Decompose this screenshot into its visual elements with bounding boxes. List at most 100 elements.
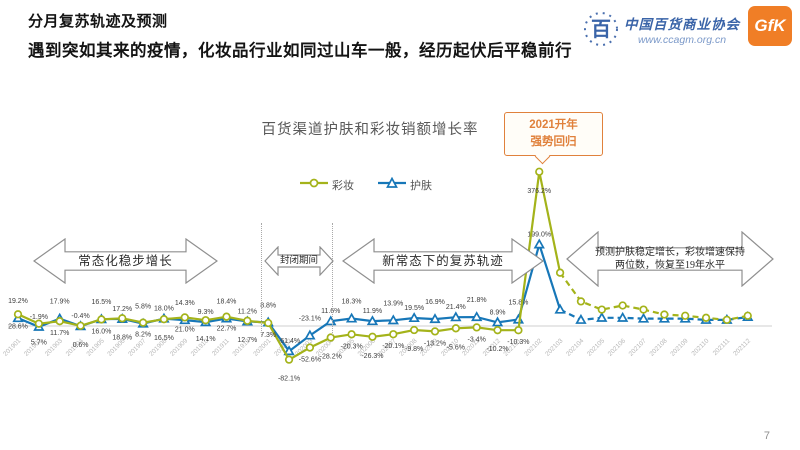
arrow-new-normal-recovery: 新常态下的复苏轨迹 bbox=[342, 238, 544, 284]
svg-text:-10.3%: -10.3% bbox=[507, 339, 529, 346]
svg-text:14.3%: 14.3% bbox=[175, 300, 195, 307]
svg-text:16.5%: 16.5% bbox=[154, 335, 174, 342]
svg-text:21.8%: 21.8% bbox=[467, 297, 487, 304]
chart-title: 百货渠道护肤和彩妆销额增长率 bbox=[261, 122, 479, 138]
svg-text:-82.1%: -82.1% bbox=[278, 376, 300, 383]
svg-text:17.2%: 17.2% bbox=[112, 306, 132, 313]
svg-text:18.3%: 18.3% bbox=[342, 298, 362, 305]
svg-text:16.9%: 16.9% bbox=[425, 299, 445, 306]
legend-item-skincare: 护肤 bbox=[378, 176, 432, 194]
svg-text:-5.6%: -5.6% bbox=[447, 344, 465, 351]
page-number: 7 bbox=[763, 430, 770, 442]
svg-text:-52.6%: -52.6% bbox=[299, 357, 321, 364]
svg-text:19.5%: 19.5% bbox=[404, 305, 424, 312]
svg-text:201903: 201903 bbox=[44, 337, 65, 358]
svg-text:11.7%: 11.7% bbox=[50, 330, 69, 337]
svg-text:-23.1%: -23.1% bbox=[299, 315, 321, 322]
svg-text:199.0%: 199.0% bbox=[527, 231, 551, 238]
svg-text:12.7%: 12.7% bbox=[237, 337, 257, 344]
svg-text:9.3%: 9.3% bbox=[198, 309, 214, 316]
svg-text:19.2%: 19.2% bbox=[8, 298, 28, 305]
callout-line1: 2021开年 bbox=[529, 119, 578, 132]
association-url: www.ccagm.org.cn bbox=[637, 33, 727, 46]
svg-text:202104: 202104 bbox=[565, 337, 586, 358]
svg-text:18.4%: 18.4% bbox=[217, 298, 237, 305]
logo-area: 百 中国百货商业协会 www.ccagm.org.cn GfK bbox=[582, 6, 792, 48]
association-seal-icon: 百 bbox=[584, 12, 618, 46]
svg-text:百: 百 bbox=[591, 19, 611, 41]
title-block: 分月复苏轨迹及预测 遇到突如其来的疫情，化妆品行业如同过山车一般，经历起伏后平稳… bbox=[28, 10, 572, 61]
svg-text:202112: 202112 bbox=[732, 337, 752, 357]
svg-text:-10.2%: -10.2% bbox=[486, 346, 508, 353]
svg-text:202111: 202111 bbox=[712, 337, 732, 357]
callout-line2: 强势回归 bbox=[530, 136, 577, 148]
svg-text:8.2%: 8.2% bbox=[135, 332, 151, 339]
svg-text:-20.3%: -20.3% bbox=[341, 343, 363, 350]
legend-label-skincare: 护肤 bbox=[410, 180, 432, 192]
arrow-new-normal-recovery-label: 新常态下的复苏轨迹 bbox=[382, 253, 504, 268]
legend-item-makeup: 彩妆 bbox=[300, 176, 354, 194]
svg-text:-26.3%: -26.3% bbox=[361, 353, 383, 360]
gfk-logo: GfK bbox=[748, 6, 792, 46]
arrow-forecast-line1: 预测护肤稳定增长，彩妆增速保持 bbox=[595, 246, 745, 258]
arrow-forecast: 预测护肤稳定增长，彩妆增速保持 两位数，恢复至19年水平 bbox=[566, 231, 774, 287]
svg-text:17.9%: 17.9% bbox=[50, 299, 70, 306]
svg-text:18.0%: 18.0% bbox=[154, 306, 174, 313]
chart-legend: 彩妆 护肤 bbox=[300, 176, 432, 194]
svg-text:202110: 202110 bbox=[691, 337, 711, 357]
svg-text:202103: 202103 bbox=[544, 337, 565, 358]
arrow-steady-growth-label: 常态化稳步增长 bbox=[78, 253, 173, 268]
slide-title: 分月复苏轨迹及预测 bbox=[28, 13, 168, 30]
arrow-steady-growth: 常态化稳步增长 bbox=[33, 238, 218, 284]
svg-text:21.4%: 21.4% bbox=[446, 304, 466, 311]
svg-text:-1.9%: -1.9% bbox=[30, 314, 48, 321]
arrow-forecast-line2: 两位数，恢复至19年水平 bbox=[615, 260, 725, 271]
svg-text:11.2%: 11.2% bbox=[238, 308, 257, 315]
svg-text:-9.8%: -9.8% bbox=[405, 346, 423, 353]
svg-text:7.3%: 7.3% bbox=[260, 332, 276, 339]
svg-text:11.9%: 11.9% bbox=[363, 308, 382, 315]
svg-text:22.7%: 22.7% bbox=[217, 326, 237, 333]
makeup-series-marker-icon bbox=[300, 176, 328, 194]
svg-text:8.9%: 8.9% bbox=[490, 309, 506, 316]
svg-text:201905: 201905 bbox=[86, 337, 107, 358]
svg-text:13.9%: 13.9% bbox=[383, 300, 403, 307]
svg-text:11.6%: 11.6% bbox=[321, 308, 340, 315]
legend-label-makeup: 彩妆 bbox=[332, 180, 354, 192]
svg-text:202109: 202109 bbox=[669, 337, 690, 358]
lockdown-divider-left bbox=[261, 223, 262, 335]
svg-text:15.8%: 15.8% bbox=[508, 300, 528, 307]
svg-text:16.0%: 16.0% bbox=[91, 328, 111, 335]
svg-text:0.6%: 0.6% bbox=[73, 342, 89, 349]
svg-text:202105: 202105 bbox=[586, 337, 607, 358]
svg-text:201901: 201901 bbox=[2, 337, 23, 358]
svg-text:-13.2%: -13.2% bbox=[424, 340, 446, 347]
svg-text:-0.4%: -0.4% bbox=[71, 313, 89, 320]
svg-text:5.8%: 5.8% bbox=[135, 304, 151, 311]
svg-text:202108: 202108 bbox=[648, 337, 669, 358]
svg-text:14.1%: 14.1% bbox=[196, 336, 216, 343]
callout-2021-return: 2021开年 强势回归 bbox=[504, 112, 603, 164]
svg-text:-3.4%: -3.4% bbox=[468, 336, 486, 343]
svg-text:18.8%: 18.8% bbox=[112, 334, 132, 341]
svg-text:16.5%: 16.5% bbox=[91, 299, 111, 306]
svg-text:376.2%: 376.2% bbox=[527, 188, 551, 195]
svg-text:-20.1%: -20.1% bbox=[382, 343, 404, 350]
arrow-lockdown-period-label: 封闭期间 bbox=[279, 255, 318, 266]
association-name: 中国百货商业协会 bbox=[624, 16, 740, 32]
association-logo: 百 中国百货商业协会 www.ccagm.org.cn bbox=[582, 10, 740, 48]
svg-text:8.8%: 8.8% bbox=[260, 302, 276, 309]
svg-text:-28.2%: -28.2% bbox=[320, 354, 342, 361]
slide-subtitle: 遇到突如其来的疫情，化妆品行业如同过山车一般，经历起伏后平稳前行 bbox=[28, 42, 572, 60]
skincare-series-marker-icon bbox=[378, 176, 406, 194]
lockdown-divider-right bbox=[332, 223, 333, 335]
arrow-lockdown-period: 封闭期间 bbox=[264, 246, 334, 276]
svg-text:202106: 202106 bbox=[607, 337, 628, 358]
svg-text:28.6%: 28.6% bbox=[8, 323, 28, 330]
svg-text:202107: 202107 bbox=[628, 337, 649, 358]
svg-text:-61.4%: -61.4% bbox=[278, 338, 300, 345]
svg-text:5.7%: 5.7% bbox=[31, 340, 47, 347]
svg-text:21.0%: 21.0% bbox=[175, 326, 195, 333]
association-text: 中国百货商业协会 www.ccagm.org.cn bbox=[624, 13, 740, 46]
